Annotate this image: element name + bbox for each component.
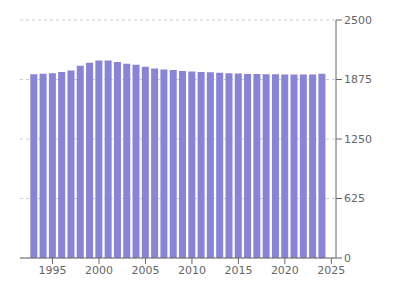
svg-text:2500: 2500: [344, 14, 372, 27]
svg-text:2010: 2010: [178, 264, 206, 277]
svg-text:0: 0: [344, 252, 351, 265]
svg-text:625: 625: [344, 192, 365, 205]
svg-text:1875: 1875: [344, 73, 372, 86]
svg-text:2015: 2015: [224, 264, 252, 277]
svg-text:2000: 2000: [85, 264, 113, 277]
svg-text:2005: 2005: [131, 264, 159, 277]
svg-text:1250: 1250: [344, 133, 372, 146]
svg-text:2025: 2025: [317, 264, 345, 277]
svg-text:2020: 2020: [271, 264, 299, 277]
svg-text:1995: 1995: [39, 264, 67, 277]
